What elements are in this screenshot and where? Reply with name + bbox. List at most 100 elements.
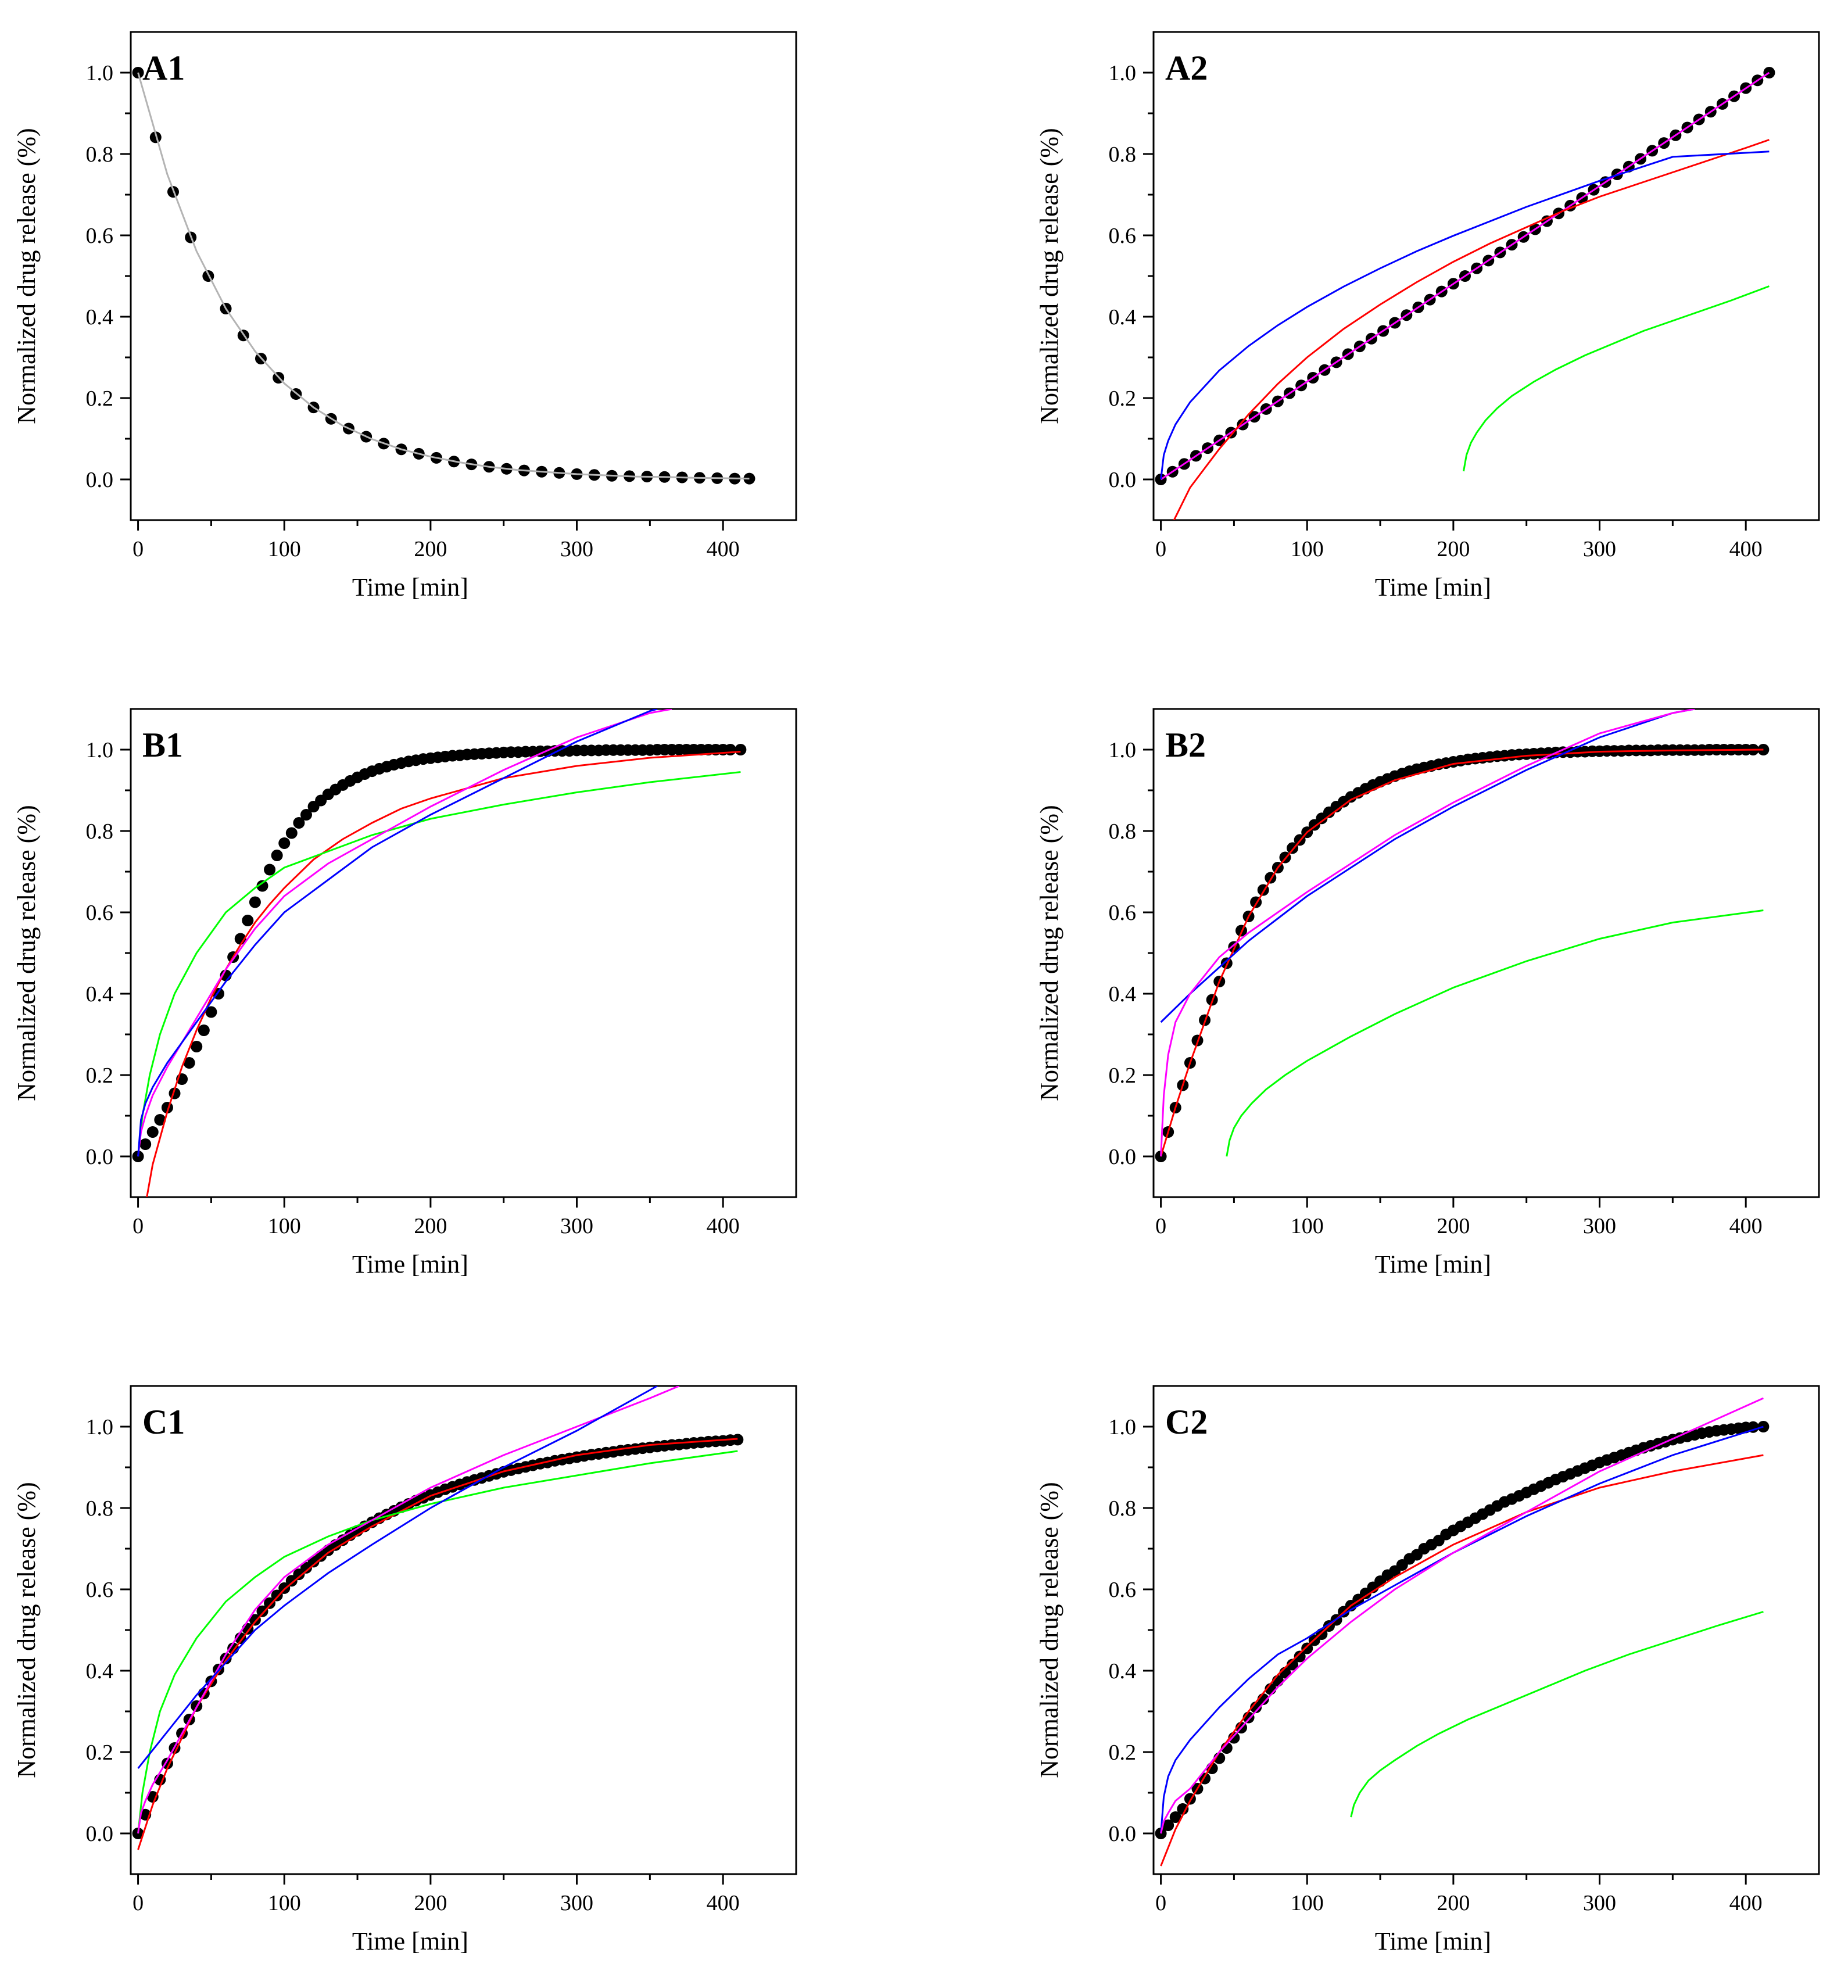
data-point [300, 809, 312, 821]
data-point [183, 1057, 195, 1069]
x-tick-label: 300 [560, 537, 593, 561]
y-axis-title: Normalized drug release (%) [1035, 1482, 1063, 1778]
y-tick-label: 0.6 [86, 901, 114, 925]
x-tick-label: 100 [268, 537, 301, 561]
data-point [264, 1597, 276, 1609]
series-line-magenta [1160, 1397, 1764, 1834]
data-point [205, 1006, 217, 1018]
data-point [1763, 67, 1775, 78]
x-tick-label: 400 [707, 537, 740, 561]
y-tick-label: 0.0 [1109, 1145, 1137, 1169]
y-tick-label: 0.2 [86, 386, 114, 411]
plot-area [132, 709, 747, 1197]
series-line-green [1350, 1611, 1764, 1818]
series-line-magenta [1160, 71, 1770, 481]
y-tick-label: 0.8 [86, 1496, 114, 1521]
data-point [264, 864, 276, 876]
y-tick-label: 0.8 [1109, 1496, 1137, 1521]
x-tick-label: 400 [1729, 537, 1763, 561]
panel-b2: 0 100 200 300 400 0.0 0.2 0.4 0.6 0.8 1.0 Time [min… [1035, 708, 1820, 1278]
x-tick-label: 300 [560, 1891, 593, 1915]
data-point [724, 744, 736, 755]
data-point [293, 817, 305, 829]
series-line-green [1226, 909, 1764, 1157]
y-tick-label: 0.2 [1109, 1740, 1137, 1765]
y-tick-label: 0.6 [1109, 1578, 1137, 1602]
y-axis-title: Normalized drug release (%) [1035, 805, 1063, 1101]
y-tick-label: 0.2 [1109, 1063, 1137, 1088]
data-point [278, 1582, 291, 1594]
y-tick-label: 0.0 [86, 468, 114, 492]
data-point [271, 850, 283, 861]
y-tick-label: 0.0 [86, 1145, 114, 1169]
y-tick-label: 0.8 [1109, 142, 1137, 167]
x-axis-title: Time [min] [352, 1250, 468, 1278]
panel-label: B2 [1165, 726, 1206, 764]
x-tick-label: 0 [1155, 537, 1166, 561]
series-line-green [137, 771, 741, 1157]
y-tick-label: 0.8 [86, 819, 114, 844]
x-tick-label: 100 [268, 1891, 301, 1915]
x-tick-label: 400 [1729, 1891, 1763, 1915]
data-point [1301, 1642, 1313, 1654]
x-axis-title: Time [min] [1375, 1927, 1491, 1955]
data-point [735, 744, 747, 755]
data-point [285, 827, 298, 839]
plot-frame [130, 31, 797, 521]
x-tick-label: 300 [1583, 1214, 1616, 1238]
y-axis-title: Normalized drug release (%) [1035, 128, 1063, 424]
y-tick-label: 0.8 [1109, 819, 1137, 844]
plot-area [1155, 1397, 1770, 1867]
x-tick-label: 200 [414, 1214, 447, 1238]
data-point [132, 1151, 144, 1162]
y-tick-label: 0.0 [86, 1822, 114, 1846]
y-tick-label: 0.6 [1109, 901, 1137, 925]
panel-label: C2 [1165, 1403, 1208, 1441]
y-tick-label: 0.4 [1109, 1659, 1137, 1683]
panel-label: B1 [142, 726, 183, 764]
panel-c1: 0 100 200 300 400 0.0 0.2 0.4 0.6 0.8 1.0 Time [min… [12, 1385, 797, 1955]
y-tick-label: 0.6 [86, 1578, 114, 1602]
data-point [242, 915, 254, 926]
x-tick-label: 0 [132, 1214, 144, 1238]
x-axis-title: Time [min] [1375, 573, 1491, 601]
plot-area [1155, 67, 1775, 520]
series-line-red [137, 1438, 738, 1850]
series-line-blue [1160, 1425, 1764, 1834]
data-point [1155, 1151, 1167, 1162]
x-tick-label: 0 [1155, 1214, 1166, 1238]
series-line-blue [137, 1386, 658, 1769]
x-tick-label: 400 [1729, 1214, 1763, 1238]
panel-label: A1 [142, 49, 185, 87]
y-tick-label: 0.6 [1109, 224, 1137, 248]
data-point [1287, 1659, 1299, 1671]
y-tick-label: 1.0 [1109, 1415, 1137, 1439]
data-point [1162, 1819, 1174, 1831]
data-point [198, 1025, 210, 1036]
series-line-red [1173, 139, 1770, 520]
x-axis-title: Time [min] [352, 573, 468, 601]
y-tick-label: 0.2 [86, 1063, 114, 1088]
plot-area [1155, 709, 1770, 1162]
y-tick-label: 0.8 [86, 142, 114, 167]
x-tick-label: 300 [1583, 1891, 1616, 1915]
series-line-blue [137, 709, 658, 1157]
plot-area [132, 1386, 744, 1850]
data-point [146, 1126, 159, 1138]
series-line-red [146, 751, 741, 1197]
panel-a2: 0 100 200 300 400 0.0 0.2 0.4 0.6 0.8 1.0 Time [min… [1035, 31, 1820, 601]
y-axis-title: Normalized drug release (%) [12, 1482, 41, 1778]
data-point [132, 1828, 144, 1839]
series-line-magenta [1160, 709, 1695, 1157]
y-tick-label: 0.4 [86, 982, 114, 1006]
data-point [271, 1589, 283, 1602]
data-point [1250, 1702, 1262, 1713]
plot-frame [130, 1385, 797, 1875]
panel-b1: 0 100 200 300 400 0.0 0.2 0.4 0.6 0.8 1.0 Time [min… [12, 708, 797, 1278]
x-tick-label: 100 [268, 1214, 301, 1238]
y-tick-label: 0.4 [1109, 982, 1137, 1006]
x-tick-label: 200 [1437, 1891, 1470, 1915]
y-tick-label: 1.0 [1109, 738, 1137, 762]
panel-a1: 0 100 200 300 400 0.0 0.2 0.4 0.6 0.8 1.0 Time [min… [12, 31, 797, 601]
y-tick-label: 0.4 [1109, 305, 1137, 329]
